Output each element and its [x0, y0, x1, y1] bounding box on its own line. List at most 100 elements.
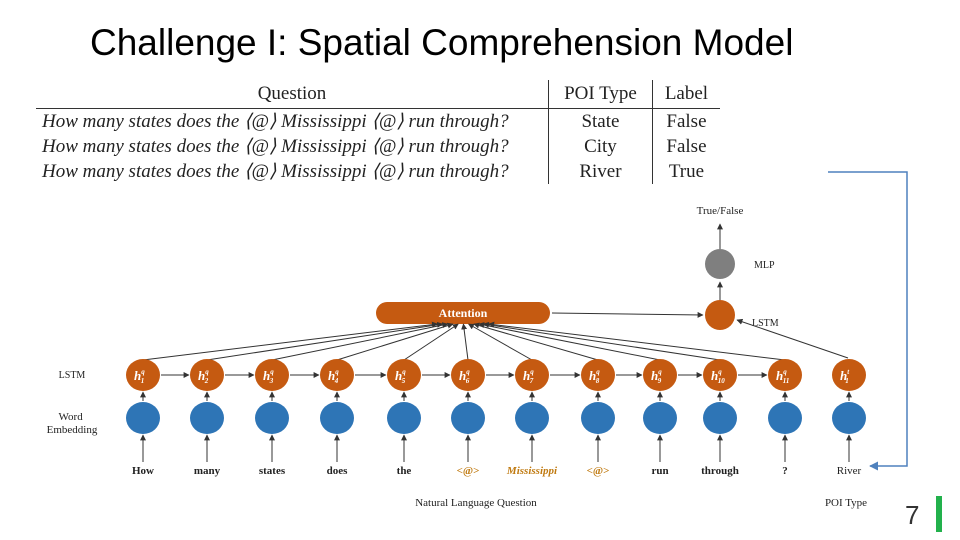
hidden-state-node — [703, 359, 737, 391]
hidden-state-symbol: h — [711, 368, 718, 383]
hidden-state-superscript: q — [205, 368, 209, 376]
hidden-state-label: hq 6 — [459, 368, 470, 385]
poi-type-cell: River — [548, 159, 653, 184]
hidden-state-subscript: 1 — [141, 377, 145, 385]
slide-title: Challenge I: Spatial Comprehension Model — [90, 22, 794, 63]
hidden-to-attention-arrow — [473, 322, 599, 361]
hidden-state-symbol: h — [395, 368, 402, 383]
question-word: the — [397, 465, 412, 477]
hidden-state-node — [255, 359, 289, 391]
hidden-state-label: hq 2 — [198, 368, 209, 385]
hidden-to-attention-arrow — [461, 323, 469, 361]
poi-type-cell: State — [548, 108, 653, 134]
hidden-state-subscript: 8 — [596, 377, 600, 385]
hidden-state-node — [768, 359, 802, 391]
word-embedding-node — [190, 402, 224, 434]
column-header-poi-type: POI Type — [548, 80, 653, 109]
page-number-accent — [936, 496, 942, 532]
word-embedding-node — [832, 402, 866, 434]
question-word: ? — [782, 465, 788, 477]
word-embedding-node — [643, 402, 677, 434]
hidden-state-label: hq 3 — [263, 368, 274, 385]
hidden-to-attention-arrow — [478, 322, 661, 361]
question-word: states — [259, 465, 286, 477]
table-header-row: Question POI Type Label — [36, 80, 720, 109]
hidden-to-attention-arrow — [271, 322, 449, 361]
question-word: River — [837, 465, 862, 477]
poi-hidden-to-lstm-arrow — [736, 318, 849, 359]
question-word: How — [132, 465, 154, 477]
hidden-state-symbol: h — [651, 368, 658, 383]
question-word: does — [327, 465, 349, 477]
table-row: How many states does the ⟨@⟩ Mississippi… — [36, 159, 720, 184]
hidden-state-superscript: q — [596, 368, 600, 376]
hidden-state-label: hq 8 — [589, 368, 600, 385]
question-cell: How many states does the ⟨@⟩ Mississippi… — [36, 159, 549, 184]
hidden-state-label: hq 11 — [776, 368, 789, 385]
question-caption: Natural Language Question — [415, 497, 537, 509]
hidden-state-superscript: q — [658, 368, 662, 376]
word-embedding-node — [703, 402, 737, 434]
table-row: How many states does the ⟨@⟩ Mississippi… — [36, 134, 720, 159]
hidden-state-subscript: 3 — [269, 377, 274, 385]
poi-connector-line — [828, 171, 908, 471]
hidden-state-symbol: h — [523, 368, 530, 383]
embedding-row-label: Word Embedding — [47, 411, 98, 436]
attention-box — [376, 302, 550, 324]
hidden-state-superscript: q — [530, 368, 534, 376]
hidden-to-attention-arrow — [488, 321, 786, 361]
question-cell: How many states does the ⟨@⟩ Mississippi… — [36, 134, 549, 159]
word-embedding-node — [515, 402, 549, 434]
hidden-state-label: hq 9 — [651, 368, 662, 385]
label-cell: True — [668, 160, 705, 182]
word-embedding-node — [768, 402, 802, 434]
hidden-state-symbol: h — [134, 368, 141, 383]
hidden-state-label: ht 1 — [840, 368, 850, 385]
hidden-state-node — [387, 359, 421, 391]
hidden-state-label: hq 4 — [328, 368, 339, 385]
hidden-state-node — [451, 359, 485, 391]
question-table: Question POI Type Label How many states … — [36, 80, 720, 184]
page-number: 7 — [905, 500, 920, 530]
question-word: Mississippi — [506, 465, 558, 477]
hidden-state-superscript: q — [335, 368, 339, 376]
hidden-state-subscript: 7 — [530, 377, 534, 385]
hidden-state-superscript: q — [402, 368, 406, 376]
hidden-state-node — [643, 359, 677, 391]
hidden-state-symbol: h — [589, 368, 596, 383]
hidden-state-subscript: 10 — [718, 377, 726, 385]
hidden-state-label: hq 1 — [134, 368, 145, 385]
poi-type-cell: City — [548, 134, 653, 159]
hidden-state-subscript: 1 — [845, 377, 849, 385]
word-embedding-node — [387, 402, 421, 434]
label-cell: False — [666, 135, 707, 157]
attention-label: Attention — [439, 306, 488, 320]
word-embedding-node — [581, 402, 615, 434]
hidden-state-node — [126, 359, 160, 391]
hidden-state-node — [581, 359, 615, 391]
hidden-state-label: hq 5 — [395, 368, 406, 385]
mlp-label: MLP — [754, 260, 775, 271]
hidden-state-superscript: q — [783, 368, 787, 376]
question-word: <@> — [457, 465, 480, 477]
hidden-state-subscript: 6 — [466, 377, 470, 385]
hidden-state-node — [832, 359, 866, 391]
word-embedding-node — [255, 402, 289, 434]
attention-to-lstm-arrow — [551, 311, 704, 318]
hidden-state-superscript: q — [466, 368, 470, 376]
hidden-to-attention-arrow — [206, 321, 444, 361]
word-embedding-node — [451, 402, 485, 434]
question-word: run — [651, 465, 668, 477]
question-word: <@> — [587, 465, 610, 477]
word-embedding-node — [320, 402, 354, 434]
lstm-right-label: LSTM — [752, 318, 779, 329]
hidden-state-symbol: h — [776, 368, 783, 383]
hidden-state-node — [190, 359, 224, 391]
hidden-state-symbol: h — [840, 368, 847, 383]
hidden-state-subscript: 5 — [402, 377, 406, 385]
output-label: True/False — [697, 205, 744, 217]
lstm-row-label: LSTM — [59, 370, 86, 381]
hidden-state-symbol: h — [198, 368, 205, 383]
